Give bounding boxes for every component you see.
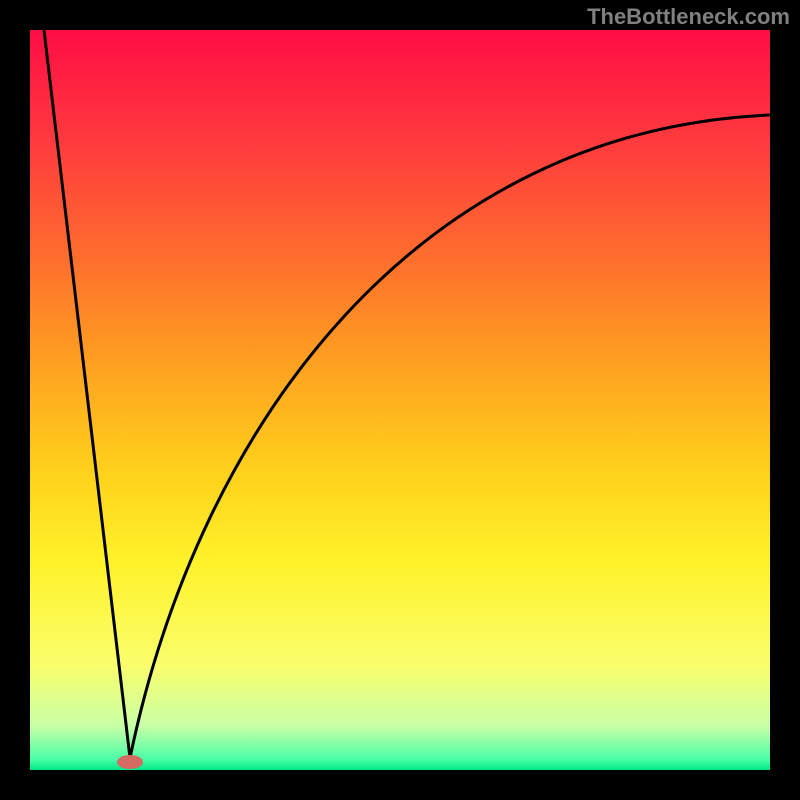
attribution-label: TheBottleneck.com [587,4,790,30]
dip-marker [117,755,143,769]
plot-background [30,30,770,770]
bottleneck-chart [0,0,800,800]
stage: TheBottleneck.com [0,0,800,800]
